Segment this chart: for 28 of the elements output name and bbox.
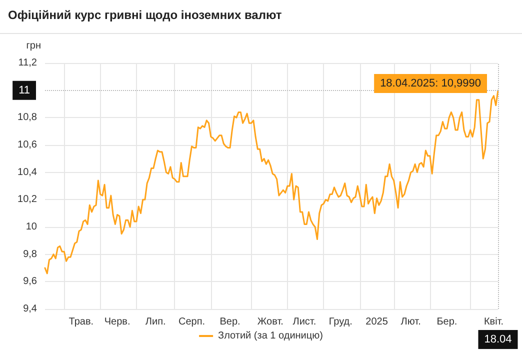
x-tick-label: Жовт. — [257, 316, 284, 328]
x-tick-label: Трав. — [68, 316, 94, 328]
y-tick-label: 10 — [26, 222, 38, 232]
line-series — [44, 90, 499, 274]
y-tick-label: 9,4 — [23, 304, 38, 314]
y-tick-label: 9,6 — [23, 276, 38, 288]
y-tick-label: 9,8 — [23, 248, 38, 260]
x-tick-label: Лют. — [400, 316, 421, 328]
y-tick-label: 10,8 — [18, 112, 38, 124]
chart-title: Офіційний курс гривні щодо іноземних валют — [8, 8, 282, 22]
x-tick-label: 18.04 — [484, 334, 512, 346]
legend-label: Злотий (за 1 одиницю) — [218, 330, 323, 342]
annotation: 18.04.2025: 10,9990 — [380, 77, 481, 90]
x-tick-label: 2025 — [366, 316, 388, 328]
y-axis-title: грн — [26, 40, 41, 52]
y-tick-label: 11,2 — [18, 58, 38, 68]
x-tick-label: Черв. — [104, 316, 130, 328]
x-tick-label: Бер. — [436, 316, 458, 328]
x-tick-label: Серп. — [178, 316, 206, 328]
x-tick-label: Квіт. — [484, 316, 504, 328]
y-tick-label: 10,6 — [18, 140, 38, 150]
x-tick-label: Груд. — [328, 316, 352, 328]
y-tick-label: 10,2 — [18, 194, 38, 206]
x-tick-label: Лист. — [292, 316, 316, 328]
x-tick-label: Вер. — [220, 316, 240, 328]
x-tick-label: Лип. — [145, 316, 166, 328]
ref-line-label: 11 — [18, 84, 30, 96]
y-tick-label: 10,4 — [18, 166, 38, 178]
